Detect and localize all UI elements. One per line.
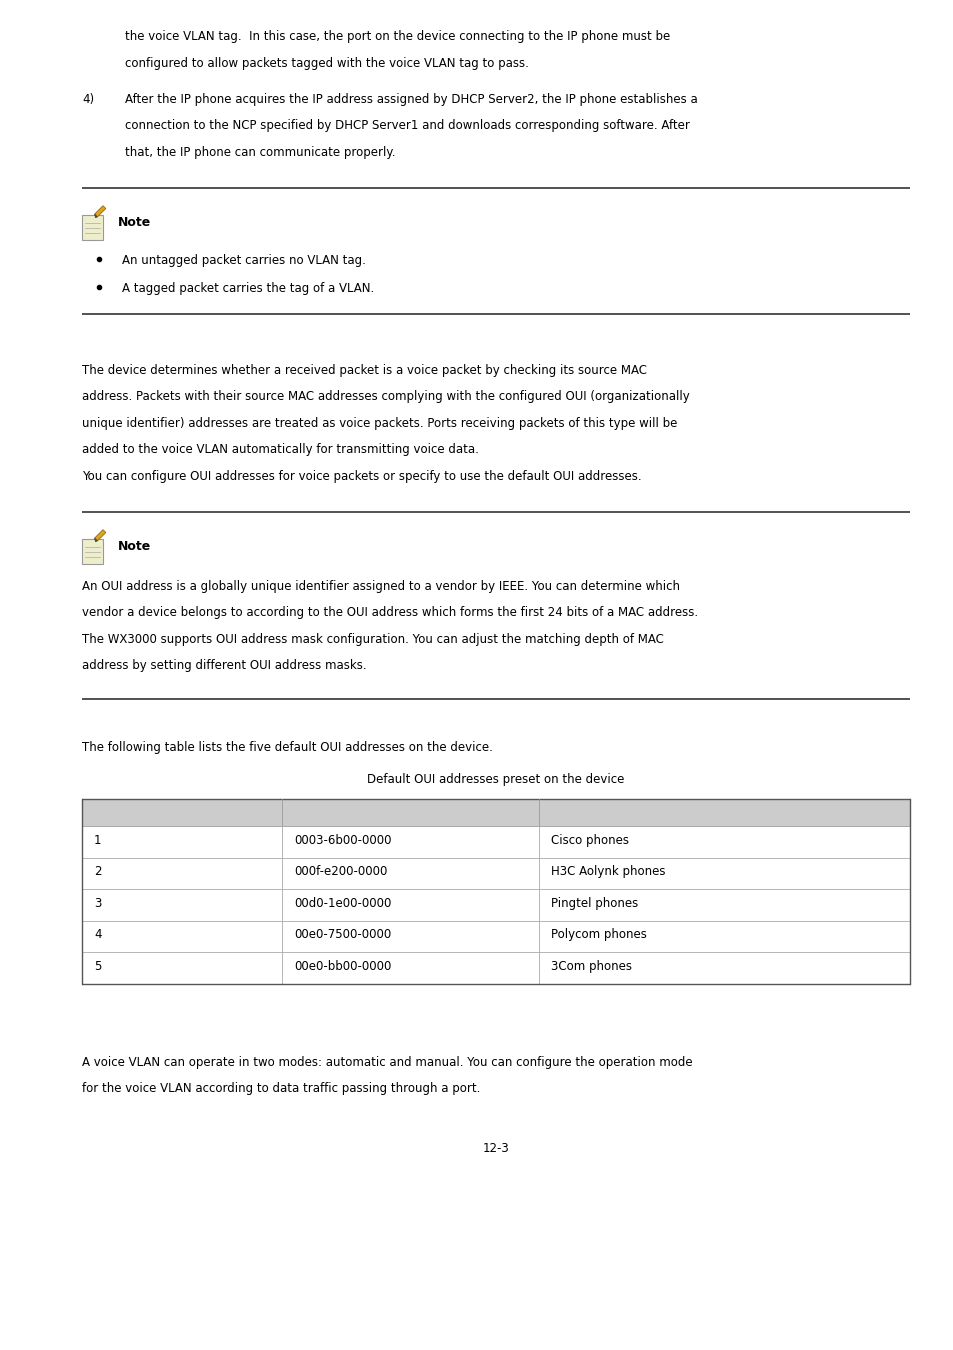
Text: 000f-e200-0000: 000f-e200-0000 <box>294 865 387 878</box>
Polygon shape <box>94 215 97 217</box>
Text: address. Packets with their source MAC addresses complying with the configured O: address. Packets with their source MAC a… <box>82 390 689 404</box>
Text: Pingtel phones: Pingtel phones <box>551 896 638 910</box>
Bar <box>82 952 909 984</box>
Text: An OUI address is a globally unique identifier assigned to a vendor by IEEE. You: An OUI address is a globally unique iden… <box>82 579 679 593</box>
Text: the voice VLAN tag.  In this case, the port on the device connecting to the IP p: the voice VLAN tag. In this case, the po… <box>125 30 670 43</box>
Polygon shape <box>94 539 97 541</box>
Text: Cisco phones: Cisco phones <box>551 833 628 846</box>
Bar <box>82 921 909 952</box>
Text: 2: 2 <box>94 865 101 878</box>
Text: The device determines whether a received packet is a voice packet by checking it: The device determines whether a received… <box>82 363 646 377</box>
Text: 5: 5 <box>94 960 101 972</box>
Text: 00d0-1e00-0000: 00d0-1e00-0000 <box>294 896 392 910</box>
Text: address by setting different OUI address masks.: address by setting different OUI address… <box>82 659 366 672</box>
Text: Note: Note <box>118 540 152 552</box>
Text: H3C Aolynk phones: H3C Aolynk phones <box>551 865 665 878</box>
FancyBboxPatch shape <box>81 215 103 240</box>
Bar <box>82 799 909 826</box>
Text: for the voice VLAN according to data traffic passing through a port.: for the voice VLAN according to data tra… <box>82 1081 480 1095</box>
Text: unique identifier) addresses are treated as voice packets. Ports receiving packe: unique identifier) addresses are treated… <box>82 417 677 429</box>
Text: Note: Note <box>118 216 152 228</box>
Text: 3Com phones: 3Com phones <box>551 960 632 972</box>
Text: The WX3000 supports OUI address mask configuration. You can adjust the matching : The WX3000 supports OUI address mask con… <box>82 633 663 645</box>
Text: 12-3: 12-3 <box>482 1142 509 1156</box>
Polygon shape <box>94 529 106 541</box>
Text: A tagged packet carries the tag of a VLAN.: A tagged packet carries the tag of a VLA… <box>122 282 374 294</box>
Text: that, the IP phone can communicate properly.: that, the IP phone can communicate prope… <box>125 146 395 158</box>
Text: 00e0-bb00-0000: 00e0-bb00-0000 <box>294 960 392 972</box>
Text: 0003-6b00-0000: 0003-6b00-0000 <box>294 833 392 846</box>
Text: vendor a device belongs to according to the OUI address which forms the first 24: vendor a device belongs to according to … <box>82 606 698 620</box>
Text: 00e0-7500-0000: 00e0-7500-0000 <box>294 927 392 941</box>
Text: Default OUI addresses preset on the device: Default OUI addresses preset on the devi… <box>367 774 624 786</box>
Text: 4: 4 <box>94 927 101 941</box>
Polygon shape <box>94 205 106 217</box>
Text: You can configure OUI addresses for voice packets or specify to use the default : You can configure OUI addresses for voic… <box>82 470 641 482</box>
Text: 1: 1 <box>94 833 101 846</box>
Bar <box>82 857 909 890</box>
Text: configured to allow packets tagged with the voice VLAN tag to pass.: configured to allow packets tagged with … <box>125 57 528 69</box>
Text: 3: 3 <box>94 896 101 910</box>
FancyBboxPatch shape <box>81 539 103 564</box>
Bar <box>82 826 909 857</box>
Text: A voice VLAN can operate in two modes: automatic and manual. You can configure t: A voice VLAN can operate in two modes: a… <box>82 1056 692 1068</box>
Text: The following table lists the five default OUI addresses on the device.: The following table lists the five defau… <box>82 741 493 755</box>
Bar <box>82 890 909 921</box>
Text: connection to the NCP specified by DHCP Server1 and downloads corresponding soft: connection to the NCP specified by DHCP … <box>125 119 689 132</box>
Text: After the IP phone acquires the IP address assigned by DHCP Server2, the IP phon: After the IP phone acquires the IP addre… <box>125 93 697 105</box>
Text: added to the voice VLAN automatically for transmitting voice data.: added to the voice VLAN automatically fo… <box>82 443 478 456</box>
Text: Polycom phones: Polycom phones <box>551 927 646 941</box>
Text: An untagged packet carries no VLAN tag.: An untagged packet carries no VLAN tag. <box>122 254 366 266</box>
Text: 4): 4) <box>82 93 94 105</box>
